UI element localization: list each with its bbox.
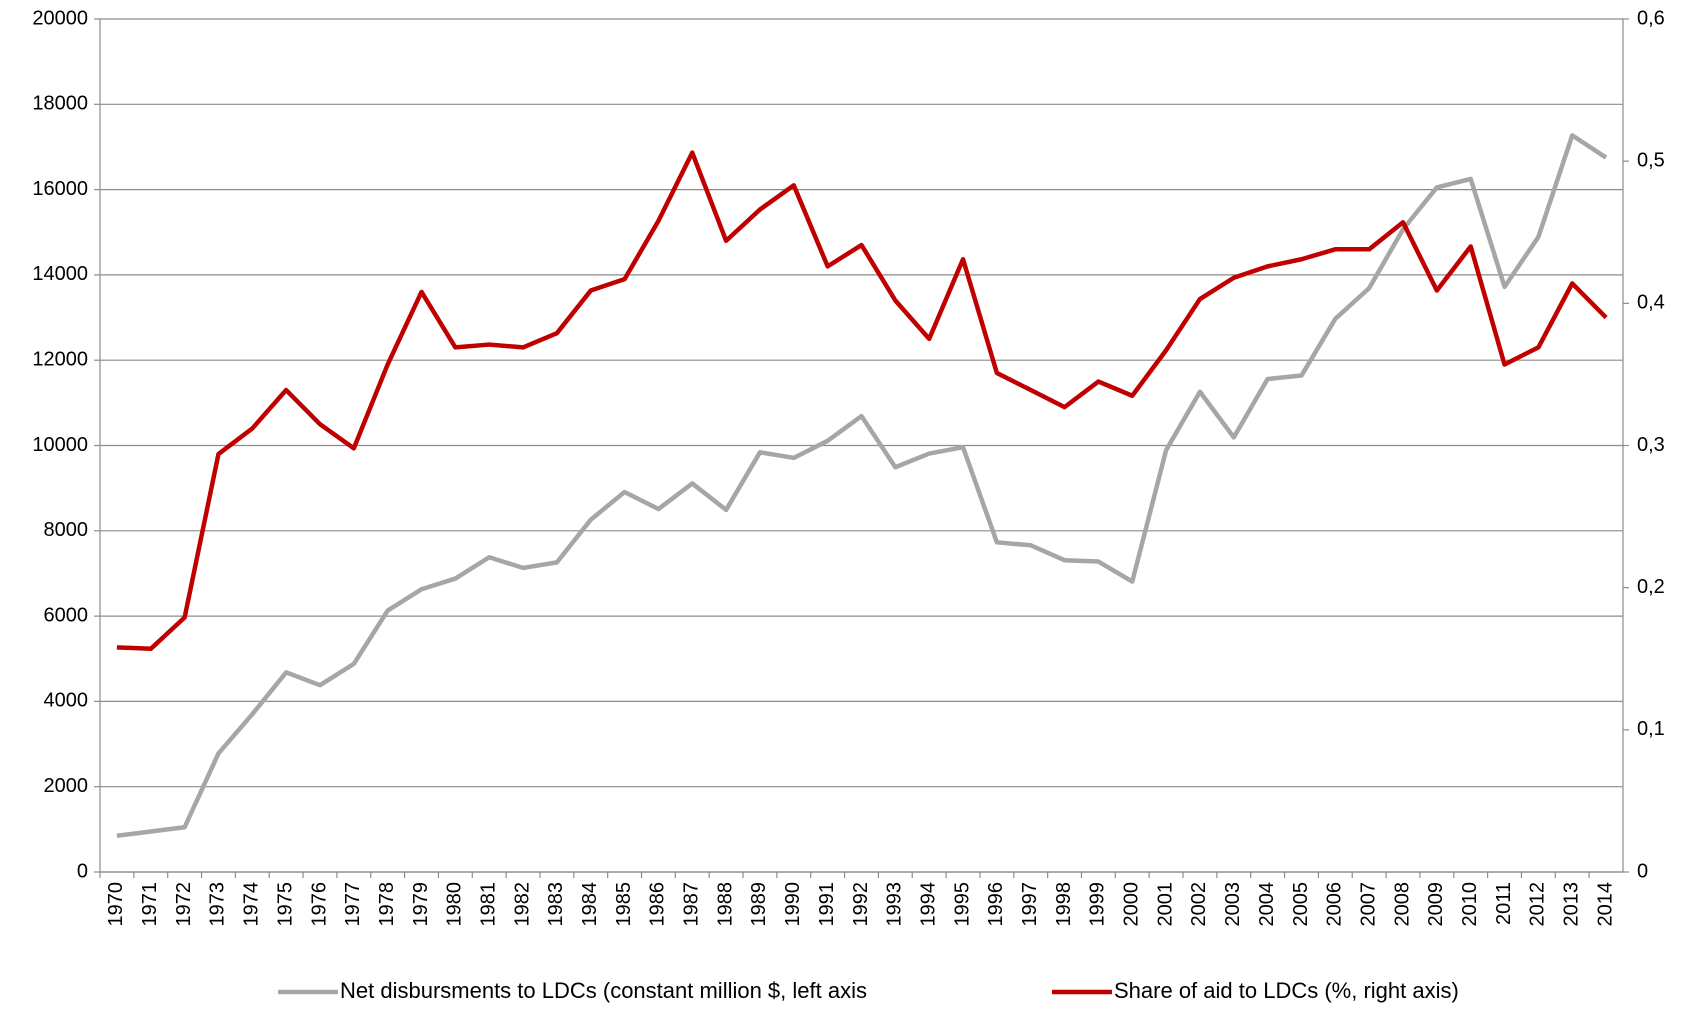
y2-tick-label: 0,4 [1637, 292, 1665, 314]
series-line [116, 150, 1608, 652]
y2-tick-label: 0 [1637, 860, 1648, 882]
x-tick-label: 2002 [1188, 882, 1210, 927]
y-tick-label: 10000 [32, 434, 88, 456]
x-tick-label: 1989 [748, 882, 770, 927]
y-tick-label: 12000 [32, 348, 88, 370]
x-tick-label: 2009 [1425, 882, 1447, 927]
x-tick-label: 1984 [579, 882, 601, 927]
x-tick-label: 2012 [1527, 882, 1549, 927]
x-tick-label: 1975 [274, 882, 296, 927]
x-tick-label: 1995 [951, 882, 973, 927]
x-tick-label: 1993 [884, 882, 906, 927]
x-tick-label: 1983 [545, 882, 567, 927]
x-tick-label: 2005 [1290, 882, 1312, 927]
x-tick-label: 1980 [444, 882, 466, 927]
y2-tick-label: 0,6 [1637, 7, 1665, 29]
legend-label: Share of aid to LDCs (%, right axis) [1114, 978, 1459, 1003]
y-tick-label: 8000 [44, 519, 89, 541]
x-tick-label: 2014 [1594, 882, 1616, 927]
y2-tick-label: 0,3 [1637, 434, 1665, 456]
y-tick-label: 2000 [44, 775, 89, 797]
x-tick-label: 1978 [376, 882, 398, 927]
y-tick-label: 14000 [32, 263, 88, 285]
x-tick-label: 1994 [917, 882, 939, 927]
x-tick-label: 2010 [1459, 882, 1481, 927]
y2-tick-label: 0,2 [1637, 576, 1665, 598]
x-tick-label: 2003 [1222, 882, 1244, 927]
x-tick-label: 1997 [1019, 882, 1041, 927]
y-tick-label: 0 [77, 860, 88, 882]
x-tick-label: 1973 [207, 882, 229, 927]
x-tick-label: 1990 [782, 882, 804, 927]
y-tick-label: 16000 [32, 178, 88, 200]
y-tick-label: 4000 [44, 690, 89, 712]
x-tick-label: 2000 [1121, 882, 1143, 927]
x-tick-label: 1986 [647, 882, 669, 927]
x-tick-label: 1996 [985, 882, 1007, 927]
x-tick-label: 1987 [681, 882, 703, 927]
y-tick-label: 18000 [32, 93, 88, 115]
x-tick-label: 1970 [105, 882, 127, 927]
x-tick-label: 1998 [1053, 882, 1075, 927]
x-tick-label: 2011 [1493, 882, 1515, 925]
x-tick-label: 1976 [308, 882, 330, 927]
x-tick-label: 1992 [850, 882, 872, 927]
x-tick-label: 1982 [511, 882, 533, 927]
x-tick-label: 1972 [173, 882, 195, 927]
x-tick-label: 2006 [1324, 882, 1346, 927]
x-tick-label: 2013 [1561, 882, 1583, 927]
x-tick-label: 2004 [1256, 882, 1278, 927]
x-tick-label: 2001 [1154, 882, 1176, 927]
series-line [116, 133, 1608, 838]
x-tick-label: 1991 [816, 882, 838, 927]
x-tick-label: 2007 [1357, 882, 1379, 927]
x-tick-label: 2008 [1391, 882, 1413, 927]
y-tick-label: 6000 [44, 604, 89, 626]
x-tick-label: 1977 [342, 882, 364, 927]
legend-label: Net disbursments to LDCs (constant milli… [340, 978, 867, 1003]
x-tick-label: 1974 [241, 882, 263, 927]
x-tick-label: 1979 [410, 882, 432, 927]
x-tick-label: 1999 [1087, 882, 1109, 927]
x-tick-label: 1981 [477, 882, 499, 927]
y2-tick-label: 0,1 [1637, 718, 1665, 740]
x-tick-label: 1988 [714, 882, 736, 927]
x-tick-label: 1971 [139, 882, 161, 927]
y-tick-label: 20000 [32, 7, 88, 29]
y2-tick-label: 0,5 [1637, 149, 1665, 171]
x-tick-label: 1985 [613, 882, 635, 927]
